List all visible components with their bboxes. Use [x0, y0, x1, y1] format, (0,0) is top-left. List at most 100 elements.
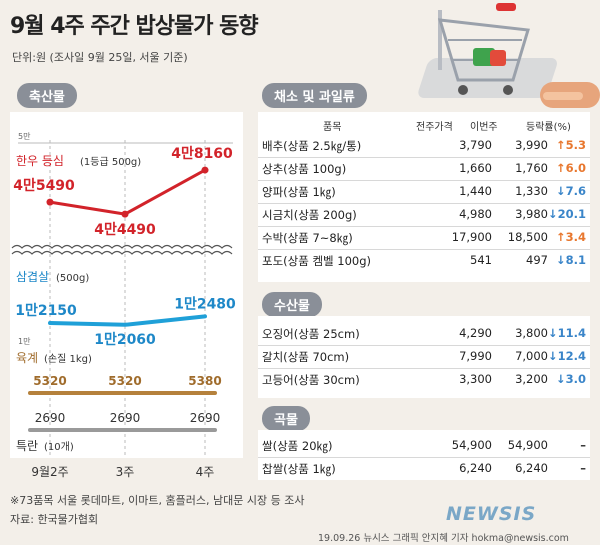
data-label: 4만8160 — [171, 146, 233, 162]
meat-price-chart: 5만 1만 4만5490 4만4490 4만8160 1만2150 1만2060 1만248… — [10, 132, 243, 480]
veg-chg: ↓7.6 — [555, 184, 586, 198]
veg-prev: 541 — [470, 253, 492, 267]
veg-cur: 1,760 — [515, 161, 548, 175]
axis-label-pork: 1만 — [18, 337, 31, 346]
data-point — [46, 198, 54, 206]
row-divider — [258, 345, 590, 346]
source: 자료: 한국물가협회 — [10, 513, 99, 526]
veg-cur: 1,330 — [515, 184, 548, 198]
x-tick-label: 4주 — [196, 465, 215, 479]
veg-name: 시금치(상품 200g) — [262, 208, 357, 222]
data-label: 4만4490 — [94, 222, 156, 238]
row-divider — [258, 226, 590, 227]
data-point — [121, 210, 129, 218]
data-label: 2690 — [110, 411, 141, 425]
veg-name: 양파(상품 1㎏) — [262, 185, 336, 199]
grain-name: 찹쌀(상품 1㎏) — [262, 462, 336, 476]
x-tick-label: 9월2주 — [31, 465, 68, 479]
grain-chg: – — [580, 461, 586, 475]
data-label: 2690 — [190, 411, 221, 425]
section-meat: 축산물 — [17, 83, 77, 108]
sea-row: 오징어(상품 25cm) 4,290 3,800 ↓11.4 — [258, 322, 590, 345]
col-cur: 이번주 — [470, 122, 498, 133]
sea-name: 고등어(상품 30cm) — [262, 373, 360, 387]
veg-name: 상추(상품 100g) — [262, 162, 347, 176]
series-note-0: (1등급 500g) — [80, 156, 141, 168]
section-grain: 곡물 — [262, 406, 310, 431]
sea-name: 오징어(상품 25cm) — [262, 327, 360, 341]
sea-prev: 7,990 — [459, 349, 492, 363]
sea-cur: 3,200 — [515, 372, 548, 386]
col-change: 등락률(%) — [526, 122, 571, 133]
data-label: 1만2150 — [15, 303, 77, 319]
veg-chg: ↓8.1 — [555, 253, 586, 267]
veg-cur: 3,990 — [515, 138, 548, 152]
veg-chg: ↑5.3 — [555, 138, 586, 152]
grain-row: 쌀(상품 20㎏) 54,900 54,900 – — [258, 434, 590, 457]
axis-break-2 — [11, 250, 233, 255]
sea-chg: ↓12.4 — [547, 349, 586, 363]
veg-prev: 3,790 — [459, 138, 492, 152]
x-axis-band — [10, 458, 243, 480]
row-divider — [258, 157, 590, 158]
sea-cur: 3,800 — [515, 326, 548, 340]
veg-row: 시금치(상품 200g) 4,980 3,980 ↓20.1 — [258, 203, 590, 226]
section-veg: 채소 및 과일류 — [262, 83, 367, 108]
data-label: 1만2060 — [94, 332, 156, 348]
series-line-1 — [48, 314, 207, 327]
col-item: 품목 — [323, 122, 342, 133]
veg-row: 양파(상품 1㎏) 1,440 1,330 ↓7.6 — [258, 180, 590, 203]
sea-prev: 4,290 — [459, 326, 492, 340]
series-note-2: (손질 1kg) — [44, 353, 92, 365]
data-label: 5380 — [188, 374, 221, 388]
grain-row: 찹쌀(상품 1㎏) 6,240 6,240 – — [258, 457, 590, 480]
sea-chg: ↓3.0 — [555, 372, 586, 386]
data-label: 2690 — [35, 411, 66, 425]
veg-chg: ↑3.4 — [555, 230, 586, 244]
sea-row: 갈치(상품 70cm) 7,990 7,000 ↓12.4 — [258, 345, 590, 368]
footnote: ※73품목 서울 롯데마트, 이마트, 홈플러스, 남대문 시장 등 조사 — [10, 494, 305, 507]
x-tick-label: 3주 — [116, 465, 135, 479]
grain-chg: – — [580, 438, 586, 452]
data-label: 4만5490 — [13, 178, 75, 194]
sea-chg: ↓11.4 — [547, 326, 586, 340]
veg-name: 배추(상품 2.5㎏/통) — [262, 139, 362, 153]
seafood-table-panel — [258, 316, 590, 398]
veg-cur: 18,500 — [507, 230, 548, 244]
data-label: 1만2480 — [174, 296, 236, 312]
row-divider — [258, 368, 590, 369]
subtitle: 단위:원 (조사일 9월 25일, 서울 기준) — [12, 51, 188, 64]
series-note-3: (10개) — [44, 441, 74, 453]
veg-row: 수박(상품 7~8㎏) 17,900 18,500 ↑3.4 — [258, 226, 590, 249]
axis-label-hanwoo: 5만 — [18, 132, 31, 141]
col-prev: 전주가격 — [416, 122, 453, 133]
veg-chg: ↓20.1 — [547, 207, 586, 221]
series-name-1: 삼겹살 — [16, 270, 49, 284]
veg-prev: 4,980 — [459, 207, 492, 221]
veg-prev: 1,660 — [459, 161, 492, 175]
newsis-logo: NEWSIS — [446, 503, 537, 525]
grain-prev: 6,240 — [459, 461, 492, 475]
grain-table-panel — [258, 430, 590, 480]
veg-prev: 17,900 — [451, 230, 492, 244]
page-title: 9월 4주 주간 밥상물가 동향 — [10, 14, 259, 39]
sea-name: 갈치(상품 70cm) — [262, 350, 350, 364]
veg-row: 상추(상품 100g) 1,660 1,760 ↑6.0 — [258, 157, 590, 180]
data-label: 5320 — [33, 374, 66, 388]
veg-prev: 1,440 — [459, 184, 492, 198]
axis-break-1 — [11, 244, 233, 249]
grain-cur: 54,900 — [507, 438, 548, 452]
veg-row: 포도(상품 켐벨 100g) 541 497 ↓8.1 — [258, 249, 590, 272]
data-point — [201, 166, 209, 174]
series-note-1: (500g) — [56, 273, 89, 284]
row-divider — [258, 249, 590, 250]
grain-prev: 54,900 — [451, 438, 492, 452]
series-name-0: 한우 등심 — [16, 154, 64, 168]
credit: 19.09.26 뉴시스 그래픽 안지혜 기자 hokma@newsis.com — [318, 533, 569, 544]
grain-name: 쌀(상품 20㎏) — [262, 439, 333, 453]
veg-chg: ↑6.0 — [555, 161, 586, 175]
series-name-2: 육계 — [16, 351, 38, 365]
sea-prev: 3,300 — [459, 372, 492, 386]
sea-cur: 7,000 — [515, 349, 548, 363]
row-divider — [258, 457, 590, 458]
